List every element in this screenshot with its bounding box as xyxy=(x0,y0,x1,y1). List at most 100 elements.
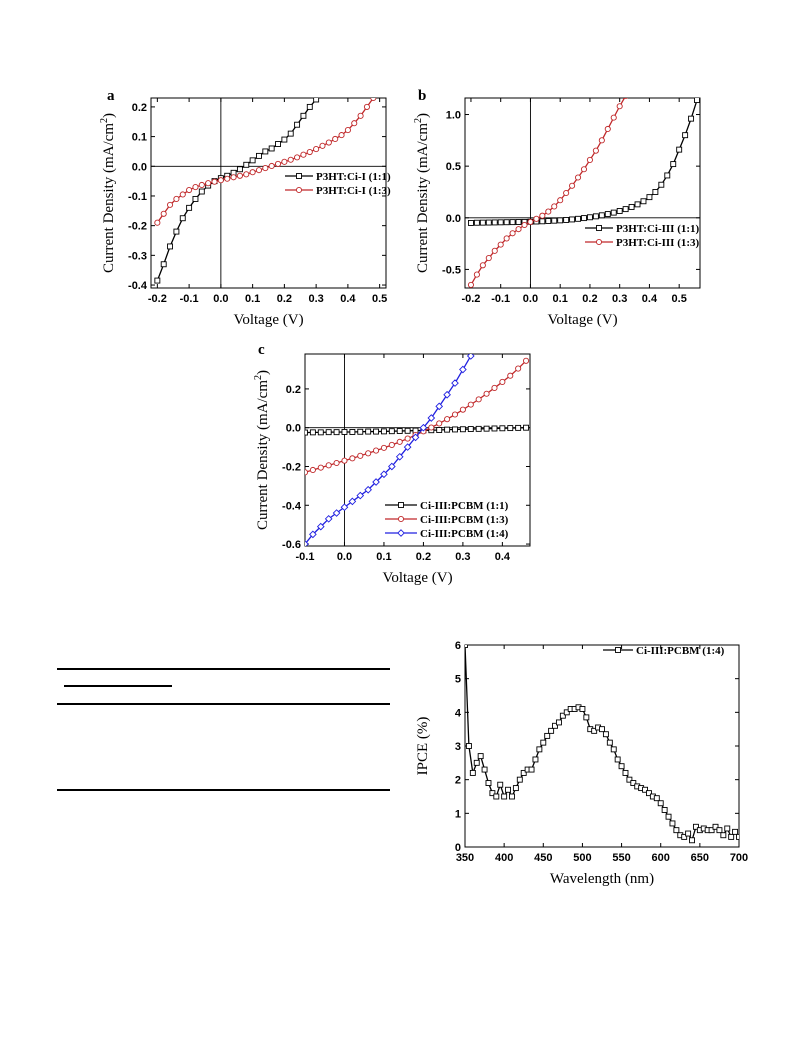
x-tick-label: 0.1 xyxy=(245,293,260,305)
series-1 xyxy=(465,645,739,844)
data-point xyxy=(493,793,500,800)
data-point xyxy=(623,98,628,99)
data-point xyxy=(616,208,623,214)
data-point xyxy=(373,447,380,454)
data-point xyxy=(459,365,467,374)
data-point xyxy=(473,271,480,278)
data-point xyxy=(357,112,364,119)
data-point xyxy=(499,378,506,385)
data-point xyxy=(724,825,731,832)
x-tick-label: 0.2 xyxy=(416,551,431,563)
data-point xyxy=(373,428,380,435)
data-point xyxy=(404,427,411,434)
legend-marker xyxy=(295,186,303,194)
data-point xyxy=(333,429,340,436)
data-point xyxy=(357,452,364,459)
series-1 xyxy=(467,98,700,226)
chart-panel-b: b -0.2 -0.1 0.0 0.1 0.2 0.3 0.4 0.5 -0.5 0.0 0.5 1.… xyxy=(405,88,725,338)
data-point xyxy=(341,457,348,464)
data-point xyxy=(606,739,613,746)
series-line xyxy=(305,355,472,545)
plot-area xyxy=(465,645,739,844)
y-tick-label: 5 xyxy=(455,674,461,686)
y-tick-label: -0.2 xyxy=(128,221,147,233)
plot-area xyxy=(467,98,700,288)
data-point xyxy=(467,401,474,408)
data-point xyxy=(497,241,504,248)
data-point xyxy=(305,540,309,546)
data-point xyxy=(574,174,582,181)
y-tick-label: 0.2 xyxy=(286,384,301,396)
data-point xyxy=(604,125,611,133)
panel-letter-c: c xyxy=(258,342,265,358)
x-tick-label: 600 xyxy=(652,852,670,864)
data-point xyxy=(428,424,435,431)
data-point xyxy=(306,103,313,110)
x-tick-label: 550 xyxy=(612,852,630,864)
x-tick-label: 0.5 xyxy=(372,293,387,305)
data-point xyxy=(419,423,428,432)
data-point xyxy=(186,186,193,194)
data-point xyxy=(618,763,625,770)
data-point xyxy=(357,428,364,435)
data-point xyxy=(670,161,677,168)
data-point xyxy=(459,426,466,433)
data-point xyxy=(305,429,308,436)
legend-marker xyxy=(596,225,602,231)
data-point xyxy=(294,121,301,128)
legend: P3HT:Ci-I (1:1) P3HT:Ci-I (1:3) xyxy=(285,171,391,197)
data-point xyxy=(563,217,570,223)
data-point xyxy=(507,372,514,379)
data-point xyxy=(507,425,514,432)
data-point xyxy=(622,206,629,213)
data-point xyxy=(481,766,488,773)
series-line xyxy=(465,645,739,842)
data-point xyxy=(545,208,552,215)
plot-frame xyxy=(150,97,387,289)
chart-panel-ipce: 350 400 450 500 550 600 650 700 0 1 2 3 4 5 6 Wavelengt… xyxy=(410,635,760,900)
x-tick-label: -0.1 xyxy=(296,551,315,563)
data-point xyxy=(411,433,420,442)
data-point xyxy=(198,181,205,189)
data-point xyxy=(503,235,510,242)
data-point xyxy=(198,188,205,195)
x-tick-label: 450 xyxy=(534,852,552,864)
data-point xyxy=(363,103,370,110)
data-point xyxy=(380,444,387,451)
x-tick-label: -0.1 xyxy=(491,293,510,305)
data-point xyxy=(485,219,492,226)
chart-panel-c: c -0.1 0.0 0.1 0.2 0.3 0.4 -0.6 -0.4 -0.2 0.0 0.2 V… xyxy=(250,340,550,595)
data-point xyxy=(275,141,281,147)
data-point xyxy=(551,217,558,224)
data-point xyxy=(281,136,288,143)
data-point xyxy=(505,786,512,793)
data-point xyxy=(520,769,527,776)
data-point xyxy=(348,497,357,506)
data-point xyxy=(380,428,387,435)
y-tick-label: 1.0 xyxy=(446,110,461,122)
data-point xyxy=(319,142,326,149)
data-point xyxy=(370,98,377,102)
data-point xyxy=(325,429,332,436)
data-point xyxy=(395,452,404,461)
y-tick-label: 0.1 xyxy=(132,132,147,144)
y-tick-label: 3 xyxy=(455,741,461,753)
data-point xyxy=(689,837,695,844)
legend-marker xyxy=(397,515,405,523)
x-tick-label: 0.3 xyxy=(612,293,627,305)
legend-label: Ci-III:PCBM (1:1) xyxy=(420,500,509,512)
data-point xyxy=(523,357,530,364)
y-tick-label: -0.4 xyxy=(282,500,302,512)
data-point xyxy=(479,219,486,226)
data-point xyxy=(305,469,309,476)
data-point xyxy=(452,426,458,433)
x-tick-label: 0.0 xyxy=(337,551,352,563)
x-tick-label: 350 xyxy=(456,852,474,864)
data-point xyxy=(552,722,558,729)
x-tick-label: 400 xyxy=(495,852,513,864)
data-point xyxy=(340,503,349,512)
data-point xyxy=(501,793,508,800)
x-tick-label: 0.5 xyxy=(672,293,687,305)
legend-marker xyxy=(615,647,621,653)
data-point xyxy=(459,406,466,413)
